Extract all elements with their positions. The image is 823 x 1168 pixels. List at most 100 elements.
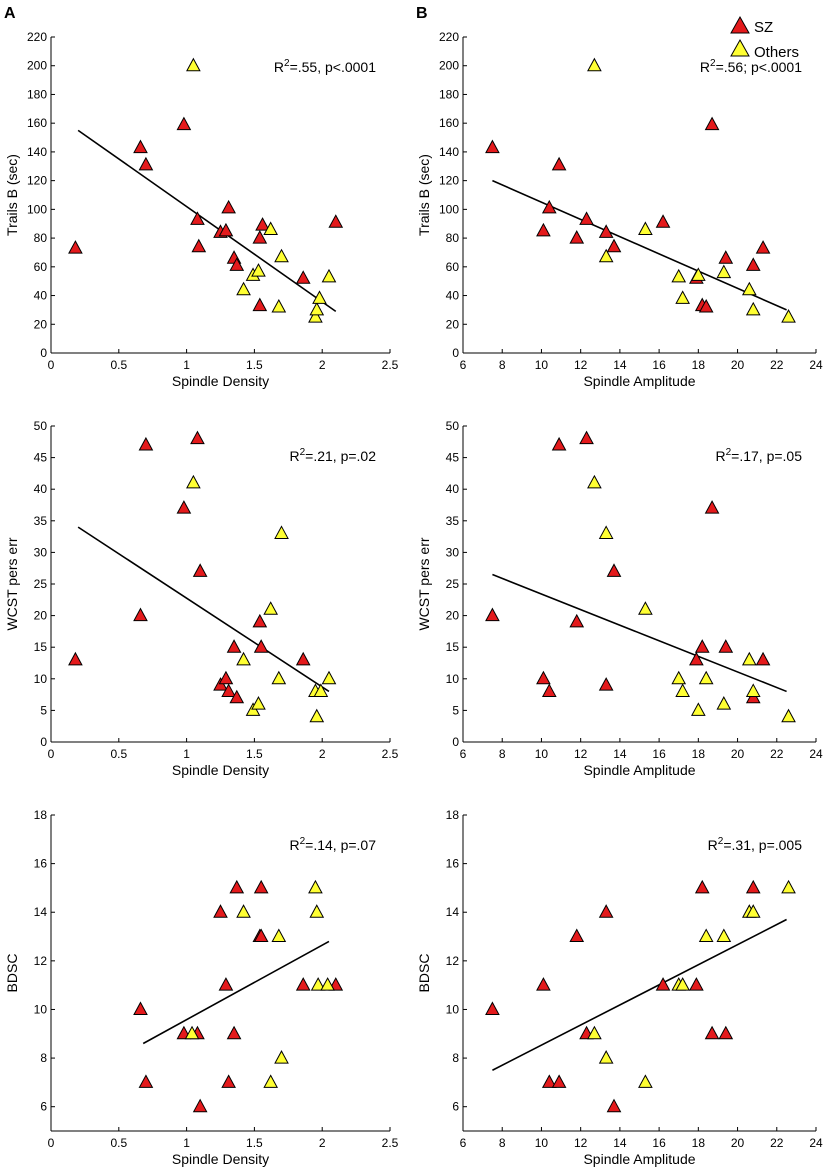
y-tick-label: 30 <box>446 545 460 559</box>
data-point-sz <box>190 430 205 445</box>
y-tick-label: 6 <box>452 1100 459 1114</box>
y-axis-label: BDSC <box>416 954 432 993</box>
x-tick-label: 16 <box>652 747 666 761</box>
y-tick-label: 12 <box>34 954 48 968</box>
legend: SZ Others <box>730 15 799 61</box>
data-point-others <box>690 702 706 716</box>
data-point-others <box>598 1050 614 1064</box>
data-point-sz <box>698 298 714 313</box>
data-point-sz <box>138 436 154 451</box>
x-tick-label: 2 <box>319 747 326 761</box>
x-tick-label: 24 <box>809 358 823 372</box>
data-point-others <box>675 683 690 697</box>
y-tick-label: 160 <box>27 116 47 130</box>
y-axis-label: WCST pers err <box>416 537 432 630</box>
regression-line <box>492 918 787 1071</box>
data-point-others <box>184 1025 200 1040</box>
data-point-others <box>745 683 761 697</box>
data-point-sz <box>190 211 205 225</box>
x-tick-label: 18 <box>692 1136 706 1150</box>
data-point-sz <box>551 156 567 171</box>
y-tick-label: 100 <box>27 202 47 216</box>
data-point-others <box>236 281 251 296</box>
data-point-sz <box>229 689 245 704</box>
y-tick-label: 120 <box>27 174 47 188</box>
x-tick-label: 2 <box>319 358 326 372</box>
data-point-others <box>716 696 732 710</box>
x-tick-label: 16 <box>652 1136 666 1150</box>
data-point-sz <box>253 879 269 894</box>
data-point-others <box>321 670 337 685</box>
data-point-others <box>251 263 266 277</box>
data-point-sz <box>295 651 311 666</box>
data-point-sz <box>485 607 500 622</box>
series-sz <box>68 430 311 704</box>
chart-3: 0 0.5 1 1.5 2 2.5 0 5 10 15 20 25 30 35 40 45 50 Spindle … <box>4 419 399 778</box>
x-tick-label: 0.5 <box>110 358 127 372</box>
data-point-sz <box>226 639 242 653</box>
x-tick-label: 16 <box>652 358 666 372</box>
x-tick-label: 0 <box>48 747 55 761</box>
data-point-others <box>251 696 266 710</box>
data-point-sz <box>133 139 148 154</box>
data-point-sz <box>252 297 268 312</box>
data-point-sz <box>485 1001 500 1015</box>
data-point-sz <box>295 270 311 284</box>
x-tick-label: 22 <box>770 747 784 761</box>
legend-label-others: Others <box>754 44 799 61</box>
x-tick-label: 24 <box>809 747 823 761</box>
fit-annotation: R2=.31, p=.005 <box>708 836 803 853</box>
data-point-sz <box>755 651 771 666</box>
x-axis-label: Spindle Density <box>172 373 269 389</box>
x-tick-label: 0.5 <box>110 747 127 761</box>
y-axis-label: Trails B (sec) <box>4 154 20 236</box>
data-point-others <box>638 601 653 615</box>
x-tick-label: 1.5 <box>246 1136 263 1150</box>
y-tick-label: 50 <box>34 419 48 433</box>
data-point-others <box>263 221 279 235</box>
data-point-sz <box>704 116 720 131</box>
data-point-others <box>716 928 732 943</box>
y-tick-label: 18 <box>34 808 48 822</box>
x-axis-label: Spindle Density <box>172 1151 269 1167</box>
y-tick-label: 220 <box>27 30 47 44</box>
x-tick-label: 8 <box>499 358 506 372</box>
data-point-sz <box>253 928 269 943</box>
data-point-others <box>274 525 289 539</box>
x-tick-label: 20 <box>731 747 745 761</box>
x-tick-label: 24 <box>809 1136 823 1150</box>
data-point-others <box>271 670 287 685</box>
y-tick-label: 40 <box>34 482 48 496</box>
data-point-sz <box>295 977 311 991</box>
regression-line <box>492 179 787 311</box>
data-point-others <box>309 301 325 316</box>
data-point-sz <box>192 1098 208 1113</box>
x-tick-label: 18 <box>692 747 706 761</box>
y-tick-label: 5 <box>40 703 47 717</box>
y-tick-label: 0 <box>452 735 459 749</box>
data-point-others <box>716 264 732 279</box>
legend-label-sz: SZ <box>754 19 773 36</box>
y-tick-label: 20 <box>34 609 48 623</box>
y-tick-label: 40 <box>446 482 460 496</box>
y-tick-label: 15 <box>446 640 460 654</box>
data-point-others <box>320 977 335 991</box>
fit-annotation: R2=.55, p<.0001 <box>274 58 376 75</box>
x-tick-label: 8 <box>499 747 506 761</box>
legend-marker-others <box>730 38 750 57</box>
x-tick-label: 2.5 <box>382 747 399 761</box>
x-tick-label: 8 <box>499 1136 506 1150</box>
data-point-others <box>587 474 602 489</box>
y-tick-label: 14 <box>34 905 48 919</box>
regression-line <box>492 573 787 693</box>
data-point-others <box>690 267 706 281</box>
data-point-sz <box>606 563 622 577</box>
y-tick-label: 20 <box>446 317 460 331</box>
x-axis-label: Spindle Density <box>172 762 269 778</box>
data-point-sz <box>606 238 622 253</box>
y-axis-label: BDSC <box>4 954 20 993</box>
data-point-sz <box>191 238 207 253</box>
data-point-sz <box>138 1074 154 1088</box>
data-point-others <box>236 904 251 918</box>
data-point-others <box>698 670 714 685</box>
